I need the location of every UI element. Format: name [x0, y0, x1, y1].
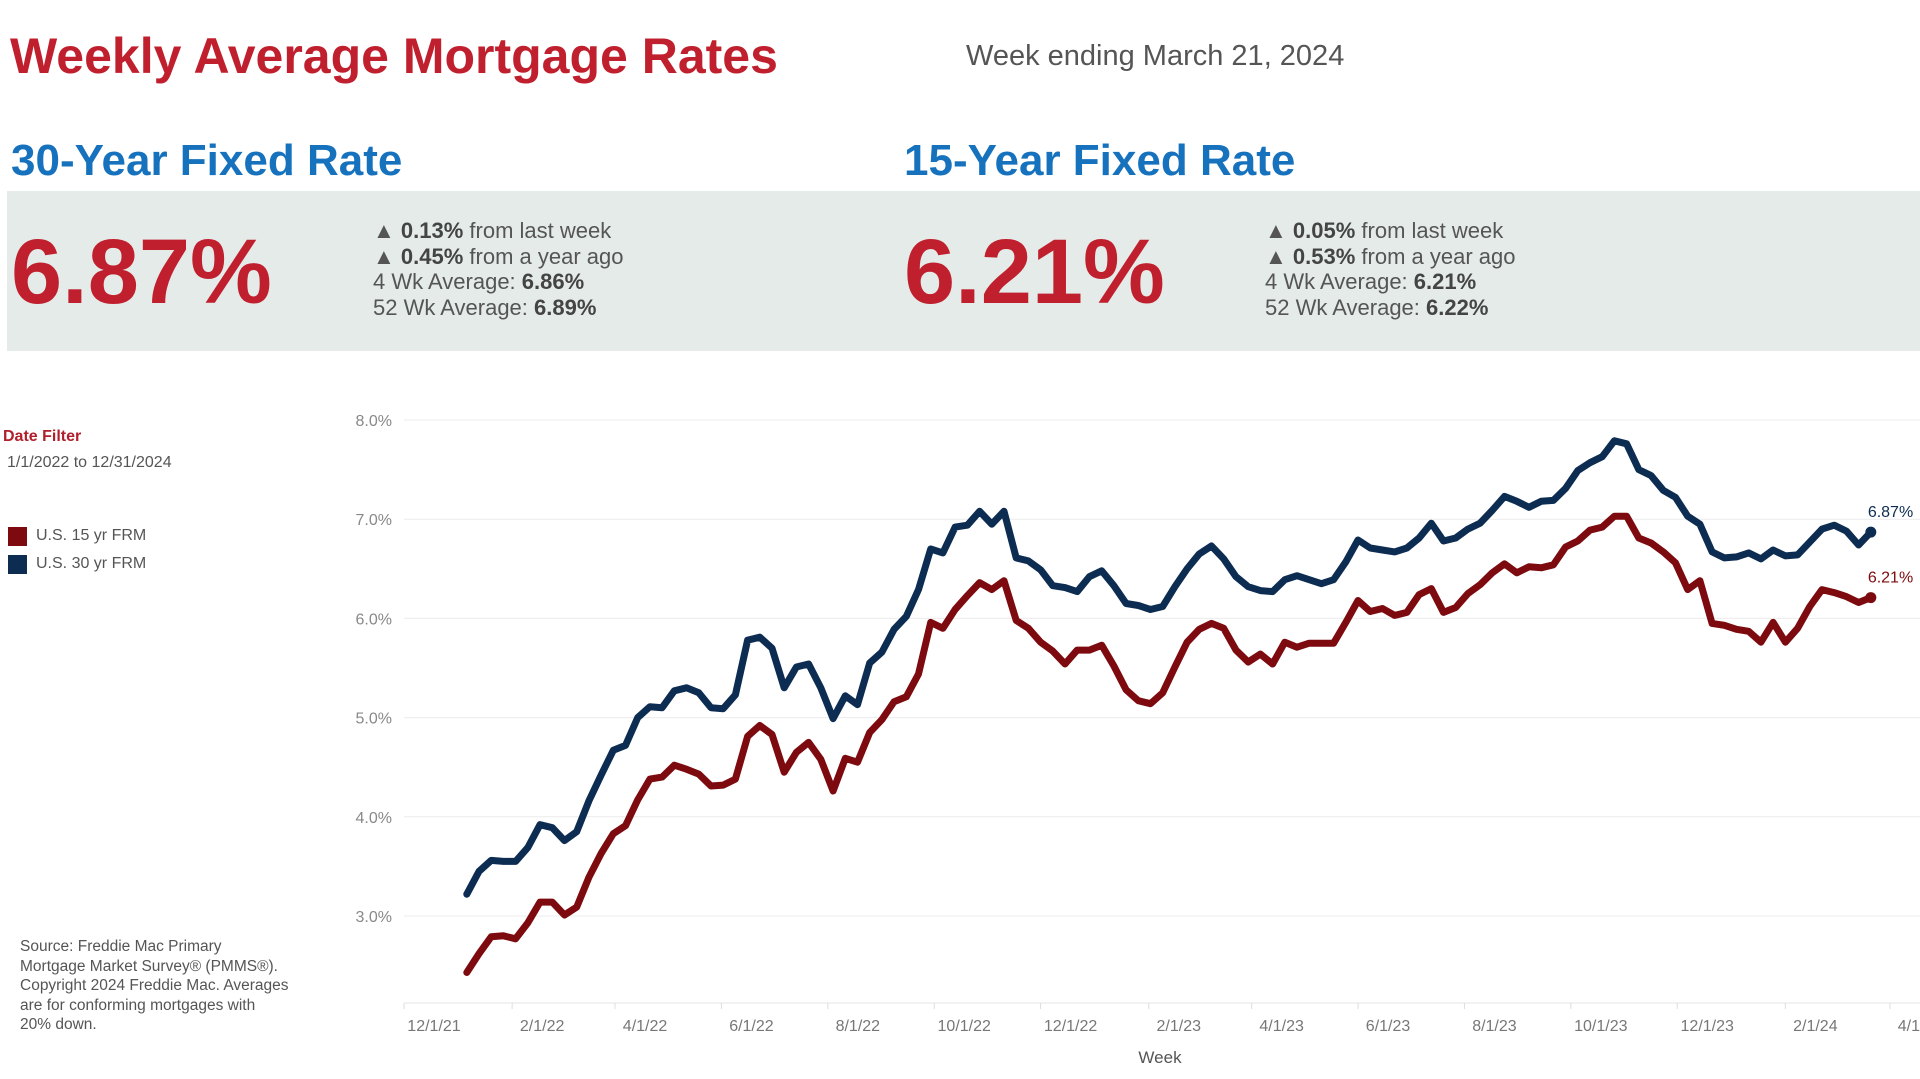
rate15-4wk-average: 4 Wk Average: 6.21%	[1265, 269, 1515, 295]
legend-swatch-15yr	[8, 526, 27, 546]
page-title: Weekly Average Mortgage Rates	[10, 28, 778, 84]
y-tick-label: 6.0%	[356, 611, 392, 628]
x-tick-label: 6/1/22	[729, 1018, 774, 1035]
x-tick-label: 2/1/22	[520, 1018, 565, 1035]
series-30yr-line	[463, 437, 1875, 898]
rate30-52wk-label: 52 Wk Average:	[373, 294, 535, 320]
rates-summary-band	[7, 191, 1920, 351]
rate15-year-change-text: from a year ago	[1355, 243, 1516, 269]
rate15-week-change-value: 0.05%	[1292, 218, 1356, 243]
y-tick-label: 5.0%	[356, 711, 392, 728]
series-30yr-end-point	[1865, 526, 1877, 538]
rate15-stats: ▲ 0.05% from last week ▲ 0.53% from a ye…	[1265, 218, 1515, 320]
rate15-value: 6.21%	[904, 221, 1165, 323]
rate15-4wk-label: 4 Wk Average:	[1265, 269, 1414, 294]
source-note: Source: Freddie Mac Primary Mortgage Mar…	[20, 938, 289, 1033]
week-ending-label: Week ending March 21, 2024	[966, 40, 1345, 72]
y-tick-label: 3.0%	[356, 909, 392, 926]
rate15-year-change-value: 0.53%	[1292, 243, 1356, 269]
date-filter-title: Date Filter	[3, 428, 82, 445]
x-tick-label: 12/1/21	[407, 1018, 460, 1035]
x-axis-label: Week	[1138, 1048, 1182, 1067]
rate30-year-change-value: 0.45%	[400, 243, 464, 269]
x-tick-label: 8/1/22	[836, 1018, 881, 1035]
x-tick-label: 4/1/23	[1259, 1018, 1304, 1035]
x-tick-label: 12/1/23	[1681, 1018, 1734, 1035]
x-tick-label: 4/1/24	[1898, 1018, 1920, 1035]
rate30-4wk-value: 6.86%	[521, 269, 585, 294]
rate30-52wk-average: 52 Wk Average: 6.89%	[373, 295, 623, 321]
x-tick-label: 10/1/22	[938, 1018, 991, 1035]
x-tick-label: 12/1/22	[1044, 1018, 1097, 1035]
rate15-heading: 15-Year Fixed Rate	[904, 136, 1296, 185]
rate15-year-change: ▲ 0.53% from a year ago	[1265, 244, 1515, 270]
y-tick-label: 4.0%	[356, 810, 392, 827]
x-tick-label: 2/1/23	[1157, 1018, 1202, 1035]
rate30-heading: 30-Year Fixed Rate	[11, 136, 403, 185]
chart-legend: U.S. 15 yr FRM U.S. 30 yr FRM	[8, 522, 146, 578]
series-30yr-end-label: 6.87%	[1868, 504, 1913, 521]
rate15-4wk-value: 6.21%	[1413, 269, 1477, 294]
up-arrow-icon: ▲	[373, 243, 395, 269]
up-arrow-icon: ▲	[1265, 243, 1287, 269]
date-filter-value[interactable]: 1/1/2022 to 12/31/2024	[7, 454, 172, 471]
legend-swatch-30yr	[8, 554, 27, 574]
legend-item-30yr[interactable]: U.S. 30 yr FRM	[8, 550, 146, 578]
rate30-week-change-text: from last week	[463, 218, 612, 243]
rate30-year-change: ▲ 0.45% from a year ago	[373, 244, 623, 270]
rate30-stats: ▲ 0.13% from last week ▲ 0.45% from a ye…	[373, 218, 623, 320]
rate15-52wk-label: 52 Wk Average:	[1265, 294, 1427, 320]
series-15yr-end-label: 6.21%	[1868, 570, 1913, 587]
rate30-week-change-value: 0.13%	[400, 218, 464, 243]
y-tick-label: 7.0%	[356, 512, 392, 529]
up-arrow-icon: ▲	[1265, 218, 1287, 243]
rate15-52wk-value: 6.22%	[1426, 294, 1489, 320]
rate30-value: 6.87%	[11, 221, 272, 323]
y-tick-label: 8.0%	[356, 413, 392, 430]
rate15-52wk-average: 52 Wk Average: 6.22%	[1265, 295, 1515, 321]
legend-item-15yr[interactable]: U.S. 15 yr FRM	[8, 522, 146, 550]
x-tick-label: 4/1/22	[623, 1018, 668, 1035]
rate30-4wk-label: 4 Wk Average:	[373, 269, 522, 294]
rate30-52wk-value: 6.89%	[534, 294, 597, 320]
legend-label-30yr: U.S. 30 yr FRM	[36, 555, 147, 572]
rate15-week-change-text: from last week	[1355, 218, 1504, 243]
rate15-week-change: ▲ 0.05% from last week	[1265, 218, 1515, 244]
x-tick-label: 8/1/23	[1472, 1018, 1517, 1035]
rate30-4wk-average: 4 Wk Average: 6.86%	[373, 269, 623, 295]
series-15yr-end-point	[1865, 592, 1877, 604]
series-15yr-line	[463, 512, 1875, 976]
legend-label-15yr: U.S. 15 yr FRM	[36, 527, 147, 544]
rate30-year-change-text: from a year ago	[463, 243, 624, 269]
rate30-week-change: ▲ 0.13% from last week	[373, 218, 623, 244]
x-tick-label: 10/1/23	[1574, 1018, 1627, 1035]
x-tick-label: 2/1/24	[1793, 1018, 1838, 1035]
x-tick-label: 6/1/23	[1366, 1018, 1411, 1035]
up-arrow-icon: ▲	[373, 218, 395, 243]
